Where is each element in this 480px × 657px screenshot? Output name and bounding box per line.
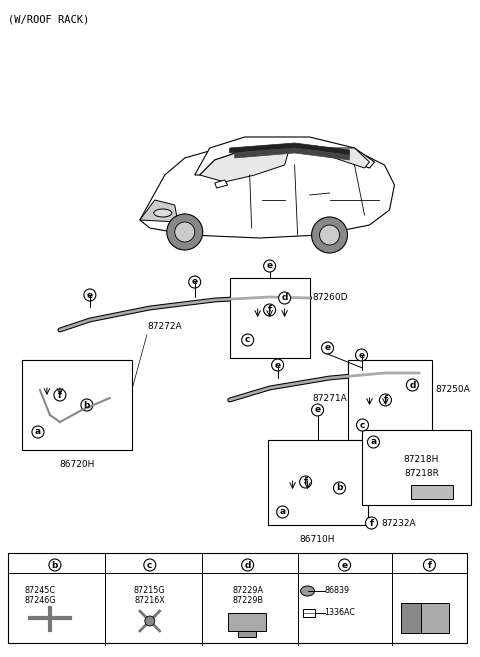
Text: 87250A: 87250A (435, 386, 470, 394)
Bar (238, 631, 256, 637)
Text: b: b (336, 484, 343, 493)
Text: a: a (371, 438, 376, 447)
Text: e: e (341, 560, 348, 570)
Circle shape (276, 506, 288, 518)
Bar (228, 613, 265, 631)
Circle shape (81, 399, 93, 411)
Text: 87215G: 87215G (134, 586, 166, 595)
Text: 86839: 86839 (324, 586, 350, 595)
Text: b: b (52, 560, 58, 570)
Text: 87272A: 87272A (147, 322, 182, 331)
Circle shape (357, 419, 369, 431)
Circle shape (189, 276, 201, 288)
Text: c: c (360, 420, 365, 430)
Bar (302, 609, 314, 617)
Circle shape (312, 217, 348, 253)
Text: 87271A: 87271A (312, 394, 347, 403)
Text: c: c (245, 336, 251, 344)
Text: d: d (281, 294, 288, 302)
Text: f: f (58, 390, 62, 399)
Text: 87218H: 87218H (404, 455, 439, 464)
Text: f: f (303, 478, 308, 486)
Text: 87260D: 87260D (312, 294, 348, 302)
Text: 86710H: 86710H (300, 535, 336, 544)
Text: f: f (427, 560, 432, 570)
Polygon shape (140, 140, 395, 238)
Circle shape (278, 292, 290, 304)
Polygon shape (195, 137, 374, 175)
Circle shape (300, 476, 312, 488)
Circle shape (84, 289, 96, 301)
Bar (8, 553, 468, 643)
Text: b: b (84, 401, 90, 409)
Bar (361, 430, 471, 505)
Text: e: e (266, 261, 273, 271)
Text: (W/ROOF RACK): (W/ROOF RACK) (8, 15, 89, 25)
Text: a: a (279, 507, 286, 516)
Circle shape (423, 559, 435, 571)
Circle shape (365, 517, 377, 529)
Text: 87246G: 87246G (24, 596, 56, 605)
Text: c: c (147, 560, 153, 570)
Polygon shape (230, 143, 349, 155)
Circle shape (32, 426, 44, 438)
Polygon shape (200, 148, 289, 182)
Text: 87216X: 87216X (134, 596, 165, 605)
Text: e: e (359, 350, 365, 359)
Text: d: d (244, 560, 251, 570)
Text: d: d (409, 380, 416, 390)
Polygon shape (215, 180, 228, 188)
Circle shape (334, 482, 346, 494)
Bar (22, 360, 132, 450)
Circle shape (175, 222, 195, 242)
Bar (230, 278, 310, 358)
Circle shape (264, 304, 276, 316)
Circle shape (338, 559, 350, 571)
Bar (411, 485, 454, 499)
Text: e: e (275, 361, 281, 369)
Polygon shape (310, 148, 370, 168)
Text: 87245C: 87245C (24, 586, 56, 595)
Text: e: e (192, 277, 198, 286)
Bar (348, 360, 432, 440)
Text: f: f (268, 306, 272, 315)
Circle shape (241, 334, 253, 346)
Text: 87232A: 87232A (382, 518, 416, 528)
Circle shape (368, 436, 380, 448)
Circle shape (241, 559, 253, 571)
Circle shape (320, 225, 339, 245)
Text: 86720H: 86720H (59, 460, 95, 469)
Circle shape (54, 389, 66, 401)
Circle shape (312, 404, 324, 416)
Bar (401, 603, 449, 633)
Circle shape (322, 342, 334, 354)
Ellipse shape (154, 209, 172, 217)
Circle shape (167, 214, 203, 250)
Text: 87229B: 87229B (232, 596, 263, 605)
Text: a: a (35, 428, 41, 436)
Text: e: e (87, 290, 93, 300)
Text: 87229A: 87229A (232, 586, 263, 595)
Text: 1336AC: 1336AC (324, 608, 356, 617)
Circle shape (380, 394, 392, 406)
Bar (401, 603, 421, 633)
Circle shape (49, 559, 61, 571)
Circle shape (356, 349, 368, 361)
Circle shape (145, 616, 155, 626)
Circle shape (264, 260, 276, 272)
Bar (268, 440, 368, 525)
Circle shape (407, 379, 419, 391)
Text: f: f (384, 396, 387, 405)
Text: 87218R: 87218R (404, 470, 439, 478)
Polygon shape (235, 148, 349, 160)
Text: e: e (314, 405, 321, 415)
Ellipse shape (300, 586, 314, 596)
Text: f: f (370, 518, 373, 528)
Circle shape (144, 559, 156, 571)
Circle shape (272, 359, 284, 371)
Polygon shape (140, 200, 178, 222)
Text: e: e (324, 344, 331, 353)
